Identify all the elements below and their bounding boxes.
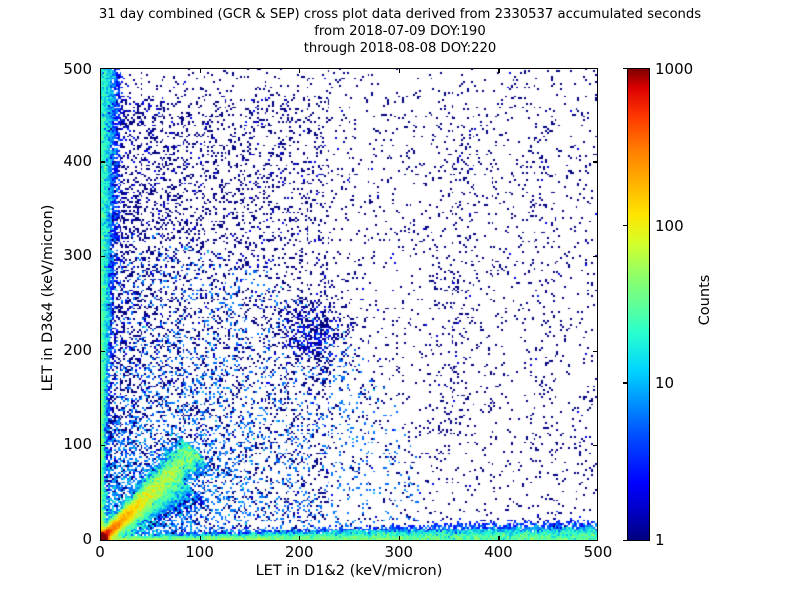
title-line-2: from 2018-07-09 DOY:190 <box>314 24 486 39</box>
xtick-mark-top-100 <box>199 68 201 73</box>
xtick-label-200: 200 <box>284 543 314 561</box>
ytick-mark-500 <box>100 68 105 70</box>
xtick-mark-top-200 <box>299 68 301 73</box>
xtick-label-500: 500 <box>583 543 613 561</box>
plot-area <box>100 68 598 541</box>
ytick-mark-right-100 <box>593 445 598 447</box>
cbtick-mark-1000 <box>623 68 628 70</box>
y-axis-label: LET in D3&4 (keV/micron) <box>40 204 56 392</box>
xtick-mark-400 <box>498 536 500 541</box>
ytick-mark-100 <box>100 445 105 447</box>
xtick-mark-300 <box>398 536 401 541</box>
xtick-label-300: 300 <box>384 543 414 561</box>
ytick-label-200: 200 <box>63 340 92 359</box>
ytick-mark-right-300 <box>593 255 598 258</box>
ytick-mark-right-400 <box>593 161 598 163</box>
ytick-label-100: 100 <box>63 435 92 454</box>
colorbar-label: Counts <box>697 274 713 326</box>
xtick-label-100: 100 <box>185 543 214 561</box>
ytick-mark-400 <box>100 161 105 163</box>
xtick-mark-500 <box>596 536 598 541</box>
xtick-mark-0 <box>100 536 102 541</box>
ytick-mark-300 <box>100 255 105 258</box>
xtick-mark-top-400 <box>498 68 500 73</box>
cbtick-label-10: 10 <box>655 374 675 392</box>
ytick-label-400: 400 <box>63 151 92 170</box>
colorbar-container <box>623 68 650 541</box>
colorbar-gradient <box>627 68 650 541</box>
ytick-label-300: 300 <box>63 246 92 265</box>
ytick-label-0: 0 <box>82 530 92 548</box>
x-axis-label: LET in D1&2 (keV/micron) <box>255 563 443 579</box>
density-scatter-plot <box>101 69 597 540</box>
cbtick-mark-100 <box>623 225 628 227</box>
ytick-label-500: 500 <box>63 60 92 78</box>
xtick-mark-100 <box>199 536 201 541</box>
title-line-1: 31 day combined (GCR & SEP) cross plot d… <box>98 7 702 22</box>
cbtick-label-1000: 1000 <box>655 60 694 78</box>
ytick-mark-200 <box>100 350 105 352</box>
cbtick-label-100: 100 <box>655 217 684 235</box>
ytick-mark-right-200 <box>593 350 598 352</box>
cbtick-label-1: 1 <box>655 531 665 549</box>
xtick-label-400: 400 <box>484 543 513 561</box>
xtick-label-0: 0 <box>95 543 105 561</box>
cbtick-mark-1 <box>623 539 628 541</box>
chart-title: 31 day combined (GCR & SEP) cross plot d… <box>0 6 800 57</box>
xtick-mark-200 <box>299 536 301 541</box>
cbtick-mark-10 <box>623 382 628 384</box>
title-line-3: through 2018-08-08 DOY:220 <box>303 41 497 56</box>
xtick-mark-top-300 <box>398 68 401 73</box>
ytick-mark-0 <box>100 539 105 541</box>
